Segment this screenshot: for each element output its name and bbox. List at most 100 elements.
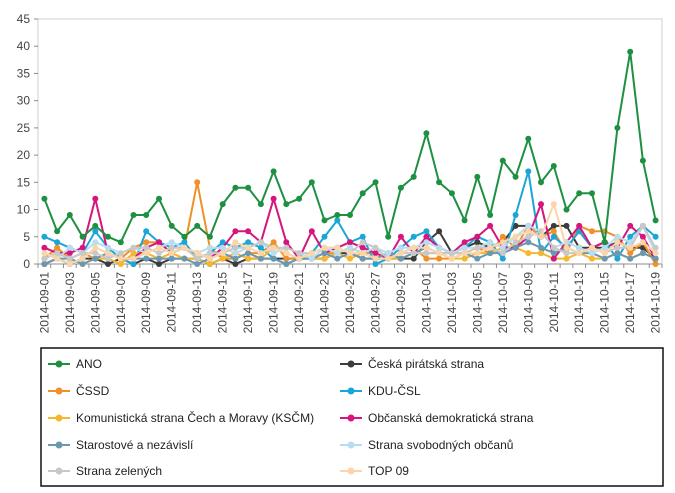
data-point (423, 233, 430, 240)
data-point (219, 255, 226, 262)
data-point (143, 212, 150, 218)
data-point (347, 239, 353, 246)
data-point (181, 255, 188, 262)
data-point (385, 255, 392, 262)
data-point (66, 255, 73, 262)
data-point (436, 228, 443, 235)
x-tick-label: 2014-09-11 (165, 272, 179, 333)
legend-label: TOP 09 (368, 464, 409, 478)
data-point (92, 222, 99, 229)
data-point (143, 244, 150, 251)
data-point (448, 255, 455, 262)
data-point (283, 255, 290, 262)
data-point (194, 261, 201, 267)
data-point (423, 244, 430, 251)
x-tick-label: 2014-09-21 (292, 272, 306, 334)
data-point (232, 228, 239, 235)
data-point (321, 217, 328, 224)
y-tick-label: 30 (17, 94, 31, 108)
y-tick-label: 10 (17, 203, 31, 217)
data-point (652, 250, 659, 257)
data-point (130, 261, 137, 267)
data-point (372, 179, 379, 186)
data-point (448, 250, 455, 257)
data-point (436, 244, 443, 251)
data-point (105, 250, 111, 257)
data-point (601, 244, 608, 251)
data-point (359, 250, 366, 257)
legend-item: TOP 09 (340, 464, 409, 478)
x-tick-label: 2014-09-05 (88, 272, 102, 334)
data-point (194, 179, 201, 186)
data-point (347, 250, 353, 257)
data-point (359, 190, 366, 197)
data-point (359, 255, 366, 262)
data-point (487, 250, 494, 257)
data-point (563, 250, 570, 257)
data-point (474, 233, 481, 240)
data-point (245, 239, 252, 246)
data-point (525, 222, 532, 229)
data-point (347, 255, 353, 262)
legend-swatch-marker (347, 360, 355, 368)
data-point (474, 244, 481, 251)
data-point (92, 239, 99, 246)
data-point (308, 255, 315, 262)
data-point (652, 255, 659, 262)
y-tick-label: 0 (23, 257, 30, 271)
legend-item: Občanská demokratická strana (340, 411, 534, 425)
data-point (245, 255, 252, 262)
data-point (194, 255, 201, 262)
data-point (639, 239, 646, 246)
data-point (550, 255, 557, 262)
data-point (54, 250, 61, 257)
data-point (423, 255, 430, 262)
data-point (589, 228, 595, 235)
x-tick-label: 2014-10-17 (623, 272, 637, 334)
data-point (410, 173, 417, 180)
data-point (589, 250, 595, 257)
legend-label: Česká pirátská strana (368, 356, 484, 371)
data-point (296, 195, 303, 202)
data-point (461, 250, 468, 257)
data-point (525, 250, 532, 257)
data-point (232, 244, 239, 251)
data-point (232, 255, 239, 262)
data-point (499, 233, 506, 240)
data-point (347, 212, 353, 218)
data-point (66, 212, 73, 218)
data-point (550, 244, 557, 251)
x-tick-label: 2014-10-05 (470, 272, 484, 334)
data-point (79, 250, 86, 257)
data-point (563, 244, 570, 251)
legend-item: Komunistická strana Čech a Moravy (KSČM) (48, 410, 314, 425)
data-point (270, 250, 277, 257)
x-tick-label: 2014-10-07 (496, 272, 510, 334)
data-point (550, 250, 557, 257)
data-point (66, 261, 73, 267)
data-point (538, 179, 544, 186)
data-point (563, 222, 570, 229)
data-point (550, 163, 557, 169)
data-point (359, 233, 366, 240)
data-point (410, 250, 417, 257)
data-point (156, 239, 162, 246)
data-point (321, 255, 328, 262)
legend-swatch-marker (347, 467, 355, 475)
data-point (538, 233, 544, 240)
data-point (461, 239, 468, 246)
data-point (66, 250, 73, 257)
data-point (538, 244, 544, 251)
legend-swatch-marker (347, 387, 355, 395)
data-point (652, 233, 659, 240)
data-point (257, 201, 264, 208)
data-point (41, 233, 48, 240)
data-point (576, 244, 583, 251)
data-point (143, 239, 150, 246)
data-point (538, 250, 544, 257)
y-tick-label: 40 (17, 39, 31, 53)
data-point (397, 184, 404, 191)
data-point (550, 228, 557, 235)
data-point (308, 228, 315, 235)
